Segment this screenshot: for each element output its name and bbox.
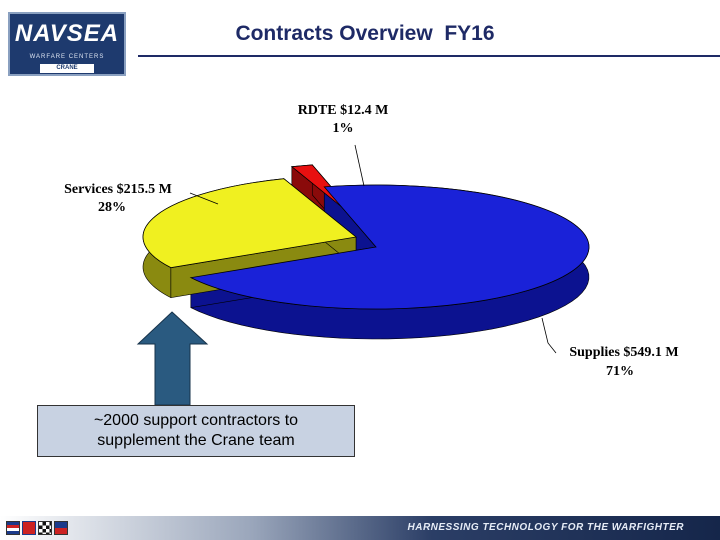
navsea-logo: NAVSEA WARFARE CENTERS CRANE bbox=[8, 12, 126, 76]
footer-tagline: HARNESSING TECHNOLOGY FOR THE WARFIGHTER bbox=[407, 522, 684, 533]
up-arrow-shape bbox=[136, 311, 209, 406]
services-leader bbox=[189, 192, 219, 205]
services-slice bbox=[142, 178, 357, 269]
footer-bar: HARNESSING TECHNOLOGY FOR THE WARFIGHTER bbox=[0, 516, 720, 540]
signal-flags bbox=[6, 521, 68, 535]
rdte-leader bbox=[354, 144, 365, 187]
logo-wordmark: NAVSEA bbox=[14, 20, 120, 47]
supplies-label-line2: 71% bbox=[606, 364, 634, 379]
signal-flag-icon bbox=[54, 521, 68, 535]
signal-flag-icon bbox=[6, 521, 20, 535]
services-label-line1: Services $215.5 M bbox=[64, 182, 172, 197]
callout-line1: ~2000 support contractors to bbox=[93, 412, 299, 429]
logo-subtext: WARFARE CENTERS bbox=[29, 54, 105, 60]
signal-flag-icon bbox=[38, 521, 52, 535]
logo-base-text: CRANE bbox=[40, 64, 94, 73]
supplies-leader bbox=[541, 317, 557, 354]
title-divider bbox=[138, 55, 720, 57]
rdte-label-line1: RDTE $12.4 M bbox=[298, 103, 389, 118]
pie-slices bbox=[142, 164, 590, 340]
services-label-line2: 28% bbox=[98, 200, 126, 215]
supplies-label-line1: Supplies $549.1 M bbox=[569, 345, 678, 360]
rdte-label-line2: 1% bbox=[333, 121, 354, 136]
contractors-callout: ~2000 support contractors to supplement … bbox=[37, 405, 355, 457]
signal-flag-icon bbox=[22, 521, 36, 535]
page-title: Contracts Overview FY16 bbox=[235, 22, 495, 45]
callout-line2: supplement the Crane team bbox=[97, 432, 295, 449]
leader-lines bbox=[189, 144, 557, 354]
up-arrow bbox=[136, 311, 209, 406]
supplies-slice bbox=[189, 184, 590, 310]
